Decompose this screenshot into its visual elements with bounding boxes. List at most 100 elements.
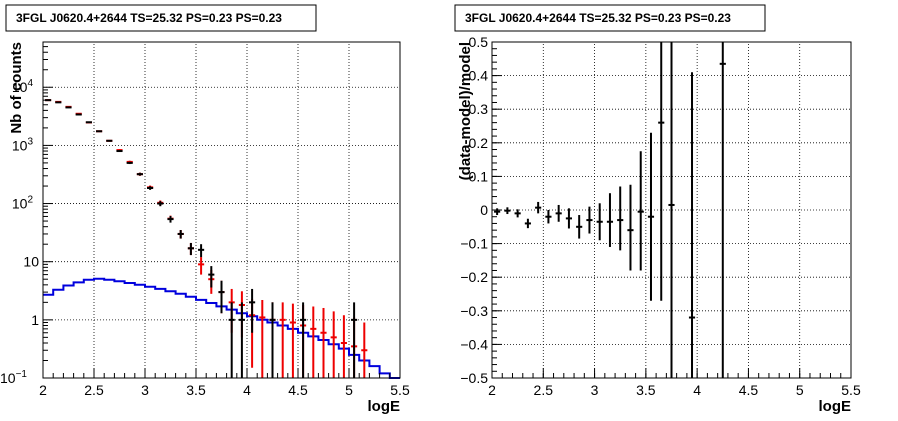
data-point xyxy=(106,139,113,142)
residual-point xyxy=(688,72,696,378)
right-panel: 3FGL J0620.4+2644 TS=25.32 PS=0.23 PS=0.… xyxy=(454,4,861,415)
x-tick-label: 4.5 xyxy=(739,382,759,398)
data-point xyxy=(300,302,307,378)
model-point xyxy=(361,322,368,378)
data-point xyxy=(187,242,194,256)
data-point xyxy=(228,302,235,378)
data-point xyxy=(55,101,62,104)
x-tick-label: 2.5 xyxy=(534,382,554,398)
residual-point xyxy=(627,184,634,271)
y-tick-label: 103 xyxy=(12,136,34,153)
model-point xyxy=(198,257,205,275)
right-x-axis: 2 2.5 3 3.5 4 4.5 5 5.5 xyxy=(488,368,861,398)
y-tick-label: −0.3 xyxy=(460,303,488,319)
right-title-box xyxy=(454,4,766,32)
x-tick-label: 2.5 xyxy=(84,382,104,398)
left-x-label: logE xyxy=(368,398,401,415)
x-tick-label: 4 xyxy=(243,382,251,398)
residual-point xyxy=(647,132,655,301)
left-data-points xyxy=(45,99,358,378)
residual-point xyxy=(596,203,603,241)
data-point xyxy=(238,302,245,378)
x-tick-label: 3 xyxy=(141,382,149,398)
x-tick-label: 5 xyxy=(345,382,353,398)
y-tick-exponent: 2 xyxy=(27,195,33,206)
data-point xyxy=(208,266,215,288)
model-point xyxy=(330,311,337,378)
left-title-box xyxy=(5,4,317,32)
x-tick-label: 3.5 xyxy=(186,382,206,398)
data-point xyxy=(85,121,92,124)
data-point xyxy=(177,230,184,239)
y-tick-label: 10 xyxy=(23,254,39,270)
y-tick-label: 0.4 xyxy=(469,68,489,84)
data-point xyxy=(198,244,205,258)
right-residual-points xyxy=(494,42,726,378)
y-tick-exponent: 3 xyxy=(27,136,33,147)
data-point xyxy=(75,113,82,116)
y-tick-label: 1 xyxy=(31,312,39,328)
x-tick-label: 5 xyxy=(796,382,804,398)
residual-point xyxy=(719,42,726,378)
residual-point xyxy=(535,201,542,214)
x-tick-label: 4.5 xyxy=(288,382,308,398)
residual-point xyxy=(494,208,501,216)
right-y-label: (data-model)/model xyxy=(457,42,474,180)
data-point xyxy=(269,302,276,378)
x-tick-label: 5.5 xyxy=(841,382,861,398)
y-tick-label: 0 xyxy=(480,202,488,218)
data-point xyxy=(147,186,154,190)
y-tick-exponent: −1 xyxy=(16,369,28,380)
left-y-label: Nb of counts xyxy=(8,42,25,134)
right-x-label: logE xyxy=(819,398,852,415)
residual-point xyxy=(545,210,552,224)
y-tick-label: −0.4 xyxy=(460,336,488,352)
left-panel: 3FGL J0620.4+2644 TS=25.32 PS=0.23 PS=0.… xyxy=(0,4,410,415)
residual-point xyxy=(668,42,675,378)
y-tick-label: 0.2 xyxy=(469,135,489,151)
data-point xyxy=(249,288,256,333)
data-point xyxy=(126,161,133,165)
residual-point xyxy=(606,193,614,247)
data-point xyxy=(218,280,225,314)
model-point xyxy=(259,299,266,378)
x-tick-label: 3 xyxy=(591,382,599,398)
right-grid xyxy=(492,42,851,378)
y-tick-label: −0.2 xyxy=(460,269,488,285)
residual-point xyxy=(514,209,521,218)
model-point xyxy=(310,306,317,378)
right-title: 3FGL J0620.4+2644 TS=25.32 PS=0.23 PS=0.… xyxy=(465,11,731,25)
data-point xyxy=(167,216,174,223)
data-point xyxy=(116,150,123,153)
residual-point xyxy=(504,207,511,215)
data-point xyxy=(136,172,143,176)
residual-point xyxy=(586,206,593,234)
model-point xyxy=(340,315,347,378)
data-point xyxy=(351,302,358,378)
model-point xyxy=(289,303,296,378)
model-point xyxy=(320,307,327,378)
y-tick-label: −0.1 xyxy=(460,236,488,252)
residual-point xyxy=(524,218,531,229)
x-tick-label: 3.5 xyxy=(636,382,656,398)
left-plot-frame xyxy=(42,41,401,379)
data-point xyxy=(65,106,72,109)
y-tick-label: 10−1 xyxy=(0,369,27,386)
y-tick-label: 0.1 xyxy=(469,168,489,184)
right-y-axis: −0.5 −0.4 −0.3 −0.2 −0.1 0 0.1 0.2 0.3 0.4 0.5 xyxy=(460,34,502,386)
y-tick-label: 0.3 xyxy=(469,101,489,117)
y-tick-label: 0.5 xyxy=(469,34,489,50)
residual-point xyxy=(617,186,624,251)
model-point xyxy=(279,302,286,378)
left-title: 3FGL J0620.4+2644 TS=25.32 PS=0.23 PS=0.… xyxy=(16,11,282,25)
residual-point xyxy=(565,208,573,229)
y-tick-label: −0.5 xyxy=(460,370,488,386)
data-point xyxy=(157,201,164,207)
x-tick-label: 2 xyxy=(39,382,47,398)
residual-point xyxy=(576,215,583,239)
residual-point xyxy=(637,151,644,271)
x-tick-label: 2 xyxy=(488,382,496,398)
y-tick-label: 102 xyxy=(12,195,34,212)
residual-point xyxy=(555,204,562,222)
